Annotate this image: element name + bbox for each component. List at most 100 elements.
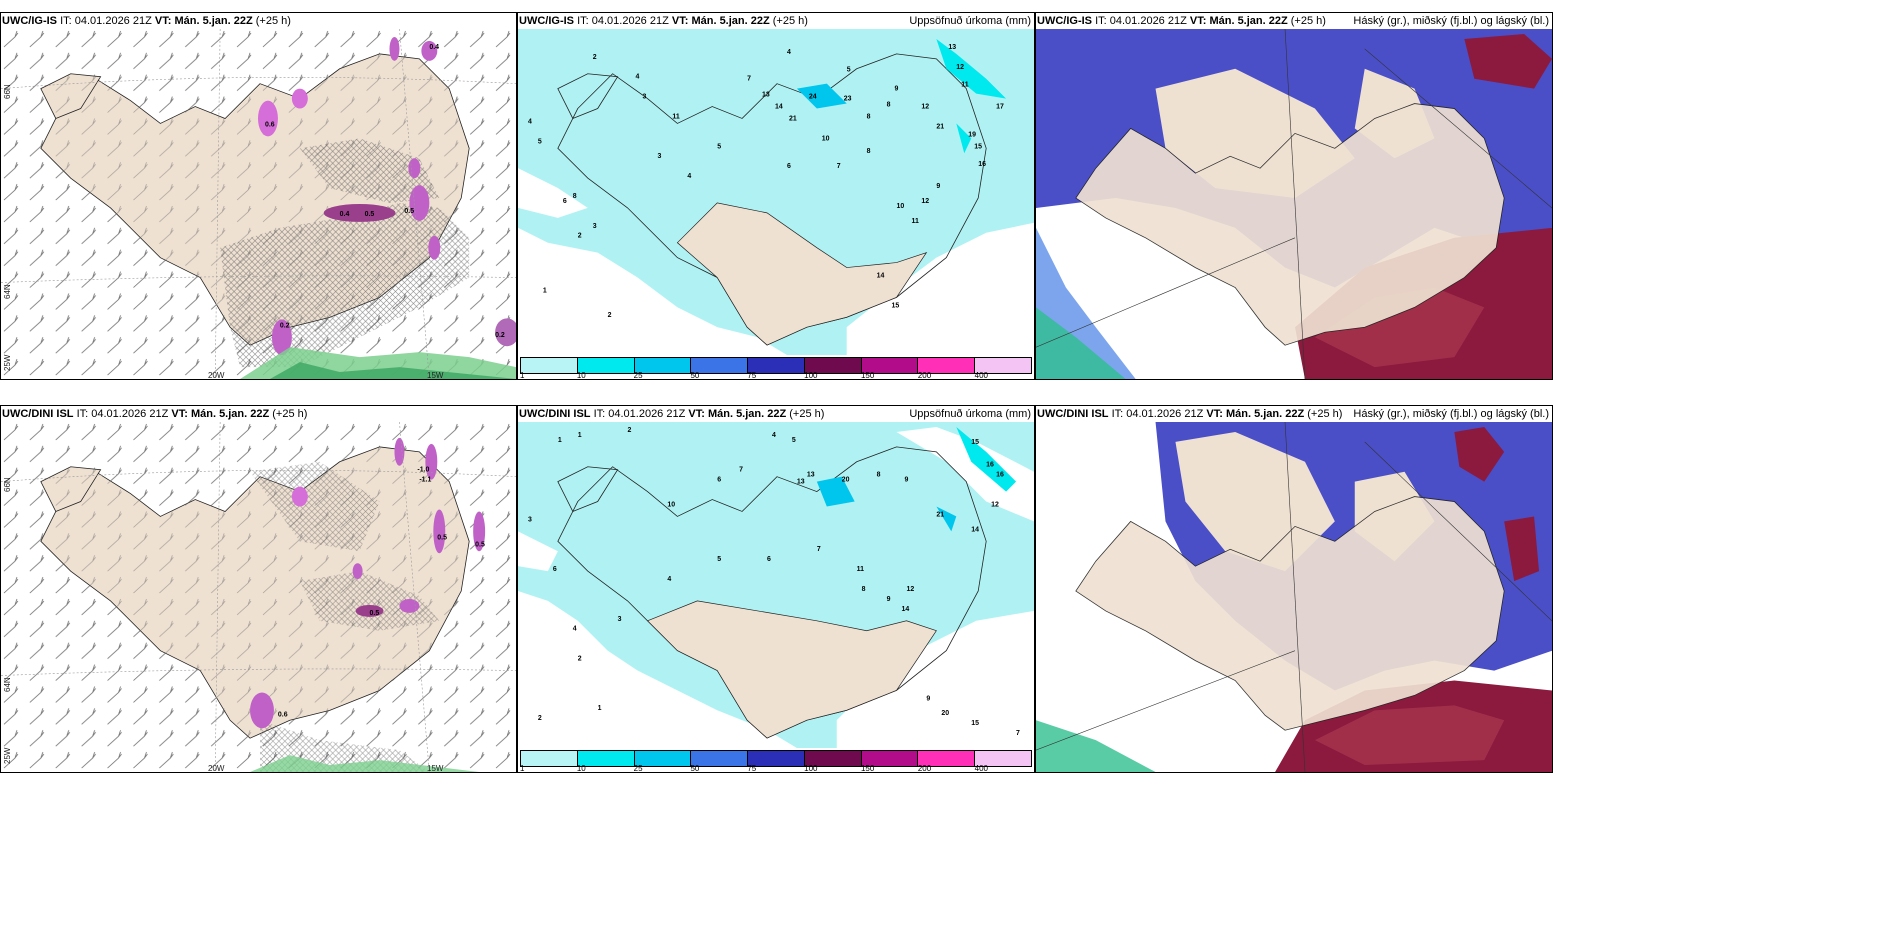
svg-text:13: 13 (807, 472, 815, 479)
svg-text:6: 6 (787, 163, 791, 170)
lead-value: (+25 h) (1290, 15, 1326, 27)
svg-text:23: 23 (844, 96, 852, 103)
svg-text:12: 12 (906, 586, 914, 593)
lon-label-25: 25W (3, 747, 12, 764)
svg-text:4: 4 (772, 432, 776, 439)
svg-text:20: 20 (842, 477, 850, 484)
lat-label-66: 66N (3, 84, 12, 99)
svg-text:12: 12 (921, 104, 929, 111)
panel-header: UWC/IG-IS IT: 04.01.2026 21Z VT: Mán. 5.… (1, 13, 516, 29)
svg-text:4: 4 (636, 74, 640, 81)
svg-text:9: 9 (887, 596, 891, 603)
svg-text:8: 8 (877, 472, 881, 479)
panel-header: UWC/DINI ISL IT: 04.01.2026 21Z VT: Mán.… (1036, 406, 1552, 422)
svg-text:7: 7 (739, 467, 743, 474)
svg-text:2: 2 (538, 715, 542, 722)
model-label: UWC/IG-IS (1037, 15, 1092, 27)
svg-text:5: 5 (717, 143, 721, 150)
panel-clouds-ig-is: UWC/IG-IS IT: 04.01.2026 21Z VT: Mán. 5.… (1035, 12, 1553, 380)
legend-ticks: 1 10 25 50 75 100 150 200 400 (520, 764, 988, 773)
svg-text:17: 17 (996, 104, 1004, 111)
svg-text:9: 9 (895, 86, 899, 93)
precip-map-svg: 2 4 4 5 3 7 13 11 23 21 14 24 10 8 8 9 1… (518, 29, 1034, 355)
svg-text:11: 11 (672, 113, 679, 120)
svg-text:20: 20 (941, 710, 949, 717)
contour-label: 0.4 (429, 44, 439, 51)
svg-text:11: 11 (961, 82, 968, 89)
svg-text:15: 15 (971, 720, 979, 727)
it-value: 04.01.2026 21Z (608, 408, 686, 420)
contour-label: -1.0 (417, 467, 429, 474)
it-value: 04.01.2026 21Z (1126, 408, 1204, 420)
svg-text:1: 1 (558, 437, 562, 444)
it-value: 04.01.2026 21Z (1109, 15, 1187, 27)
vt-label: VT: (688, 408, 705, 420)
cloud-map (1036, 422, 1552, 772)
lat-label-64: 64N (3, 284, 12, 299)
vt-value: Mán. 5.jan. 22Z (190, 408, 270, 420)
svg-text:2: 2 (593, 54, 597, 61)
lon-label-25: 25W (3, 354, 12, 371)
panel-clouds-dini-isl: UWC/DINI ISL IT: 04.01.2026 21Z VT: Mán.… (1035, 405, 1553, 773)
model-label: UWC/IG-IS (2, 15, 57, 27)
svg-text:6: 6 (553, 566, 557, 573)
contour-label: -1.1 (419, 477, 431, 484)
it-value: 04.01.2026 21Z (91, 408, 169, 420)
precip-map-svg: 1 1 2 3 4 5 6 7 8 9 10 12 13 14 15 16 20… (518, 422, 1034, 748)
panel-title: Uppsöfnuð úrkoma (mm) (909, 15, 1031, 27)
vt-value: Mán. 5.jan. 22Z (707, 408, 787, 420)
iceland-outline (557, 53, 987, 346)
panel-title: Uppsöfnuð úrkoma (mm) (909, 408, 1031, 420)
svg-text:13: 13 (762, 92, 770, 99)
svg-text:1: 1 (578, 432, 582, 439)
it-label: IT: (593, 408, 606, 420)
svg-text:1: 1 (598, 705, 602, 712)
svg-text:21: 21 (936, 123, 944, 130)
svg-text:4: 4 (687, 173, 691, 180)
svg-text:7: 7 (817, 546, 821, 553)
panel-wind-dini-isl: UWC/DINI ISL IT: 04.01.2026 21Z VT: Mán.… (0, 405, 517, 773)
contour-label: 0.5 (404, 208, 414, 215)
precip-map: 2 4 4 5 3 7 13 11 23 21 14 24 10 8 8 9 1… (518, 29, 1034, 355)
vt-label: VT: (671, 15, 689, 27)
cloud-map-svg (1036, 29, 1552, 379)
svg-text:9: 9 (905, 477, 909, 484)
contour-label: 0.4 (340, 211, 350, 218)
svg-text:24: 24 (809, 94, 817, 101)
svg-text:5: 5 (847, 67, 851, 74)
panel-header: UWC/IG-IS IT: 04.01.2026 21Z VT: Mán. 5.… (518, 13, 1034, 29)
svg-text:9: 9 (936, 183, 940, 190)
contour-label: 0.5 (437, 534, 447, 541)
svg-text:4: 4 (787, 49, 791, 56)
svg-text:3: 3 (528, 516, 532, 523)
svg-text:6: 6 (767, 556, 771, 563)
it-label: IT: (1111, 408, 1124, 420)
svg-text:13: 13 (797, 479, 805, 486)
svg-text:5: 5 (717, 556, 721, 563)
model-label: UWC/DINI ISL (519, 408, 591, 420)
precip-numbers: 2 4 4 5 3 7 13 11 23 21 14 24 10 8 8 9 1… (528, 44, 1004, 319)
svg-text:3: 3 (593, 223, 597, 230)
panel-header: UWC/DINI ISL IT: 04.01.2026 21Z VT: Mán.… (518, 406, 1034, 422)
svg-text:14: 14 (877, 272, 885, 279)
it-value: 04.01.2026 21Z (74, 15, 152, 27)
svg-text:10: 10 (897, 203, 905, 210)
vt-label: VT: (1189, 15, 1207, 27)
lead-value: (+25 h) (789, 408, 825, 420)
svg-text:12: 12 (921, 198, 929, 205)
svg-text:2: 2 (608, 312, 612, 319)
svg-text:15: 15 (971, 439, 979, 446)
svg-text:2: 2 (578, 233, 582, 240)
svg-text:14: 14 (775, 104, 783, 111)
svg-text:21: 21 (789, 115, 797, 122)
contour-label: 0.6 (265, 121, 275, 128)
svg-text:10: 10 (667, 501, 675, 508)
svg-text:8: 8 (867, 148, 871, 155)
wind-map: 0.6 0.4 0.5 0.5 0.4 0.2 0.2 (1, 29, 516, 379)
svg-text:11: 11 (857, 566, 864, 573)
panel-precip-dini-isl: UWC/DINI ISL IT: 04.01.2026 21Z VT: Mán.… (517, 405, 1035, 773)
svg-text:7: 7 (837, 163, 841, 170)
vt-label: VT: (171, 408, 188, 420)
contour-label: 0.6 (278, 711, 288, 718)
svg-text:1: 1 (543, 287, 547, 294)
